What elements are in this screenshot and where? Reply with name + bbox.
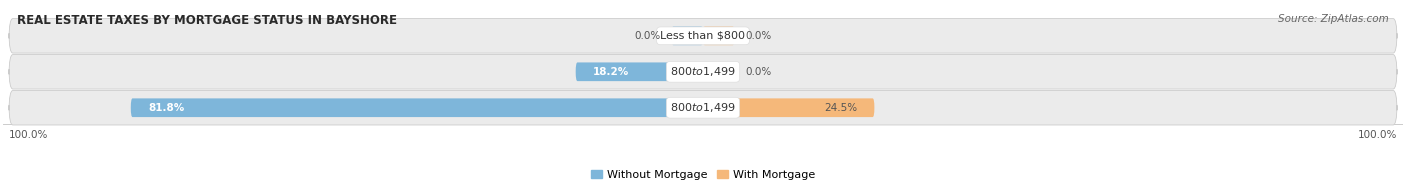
FancyBboxPatch shape xyxy=(8,91,1398,125)
Text: 0.0%: 0.0% xyxy=(745,67,772,77)
FancyBboxPatch shape xyxy=(8,19,1398,53)
Text: REAL ESTATE TAXES BY MORTGAGE STATUS IN BAYSHORE: REAL ESTATE TAXES BY MORTGAGE STATUS IN … xyxy=(17,14,396,27)
Text: Source: ZipAtlas.com: Source: ZipAtlas.com xyxy=(1278,14,1389,24)
Text: 0.0%: 0.0% xyxy=(634,31,661,41)
Text: Less than $800: Less than $800 xyxy=(661,31,745,41)
FancyBboxPatch shape xyxy=(131,98,703,117)
FancyBboxPatch shape xyxy=(575,63,703,81)
Text: 24.5%: 24.5% xyxy=(824,103,856,113)
Text: 18.2%: 18.2% xyxy=(593,67,630,77)
Text: 100.0%: 100.0% xyxy=(1358,130,1398,140)
FancyBboxPatch shape xyxy=(8,54,1398,89)
FancyBboxPatch shape xyxy=(703,98,875,117)
Text: $800 to $1,499: $800 to $1,499 xyxy=(671,65,735,78)
Legend: Without Mortgage, With Mortgage: Without Mortgage, With Mortgage xyxy=(586,165,820,184)
FancyBboxPatch shape xyxy=(703,26,734,45)
Text: 81.8%: 81.8% xyxy=(148,103,184,113)
Text: 100.0%: 100.0% xyxy=(8,130,48,140)
FancyBboxPatch shape xyxy=(672,26,703,45)
Text: 0.0%: 0.0% xyxy=(745,31,772,41)
Text: $800 to $1,499: $800 to $1,499 xyxy=(671,101,735,114)
FancyBboxPatch shape xyxy=(703,63,734,81)
